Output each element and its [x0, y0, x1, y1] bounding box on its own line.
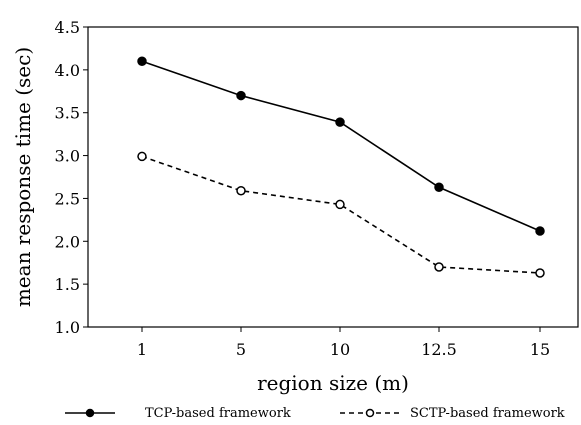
data-point-tcp	[236, 90, 246, 101]
y-axis-ticks: 1.0 1.5 2.0 2.5 3.0 3.5 4.0 4.5	[55, 18, 88, 337]
data-point-tcp	[335, 117, 345, 127]
y-tick-label: 4.5	[55, 18, 80, 37]
x-axis-ticks: 1 5 10 12.5 15	[137, 327, 550, 359]
x-axis-title: region size (m)	[257, 371, 409, 395]
x-tick-label: 5	[236, 340, 246, 359]
data-point-tcp	[434, 182, 444, 193]
data-point-tcp	[535, 226, 545, 236]
y-tick-label: 2.0	[55, 232, 80, 251]
x-tick-label: 10	[330, 340, 350, 359]
y-axis-title: mean response time (sec)	[11, 47, 35, 307]
x-tick-label: 15	[530, 340, 550, 359]
y-tick-label: 2.5	[55, 189, 80, 208]
y-tick-label: 3.0	[55, 147, 80, 166]
y-tick-label: 3.5	[55, 104, 80, 123]
data-point-sctp	[434, 262, 444, 272]
data-point-sctp	[236, 185, 246, 196]
data-point-tcp	[137, 56, 147, 67]
data-point-sctp	[535, 268, 545, 278]
legend-marker-tcp	[85, 408, 95, 418]
legend-marker-sctp	[365, 408, 375, 418]
y-tick-label: 1.0	[55, 318, 80, 337]
x-tick-label: 1	[137, 340, 147, 359]
series-line-sctp	[141, 155, 541, 274]
plot-area	[87, 26, 579, 328]
x-tick-label: 12.5	[421, 340, 457, 359]
y-tick-label: 4.0	[55, 61, 80, 80]
y-tick-label: 1.5	[55, 275, 80, 294]
legend: TCP-based framework SCTP-based framework	[65, 406, 565, 421]
legend-label-tcp: TCP-based framework	[145, 406, 291, 421]
legend-label-sctp: SCTP-based framework	[410, 406, 565, 421]
data-point-sctp	[137, 151, 147, 162]
series-layer	[137, 56, 545, 278]
data-point-sctp	[335, 199, 345, 210]
